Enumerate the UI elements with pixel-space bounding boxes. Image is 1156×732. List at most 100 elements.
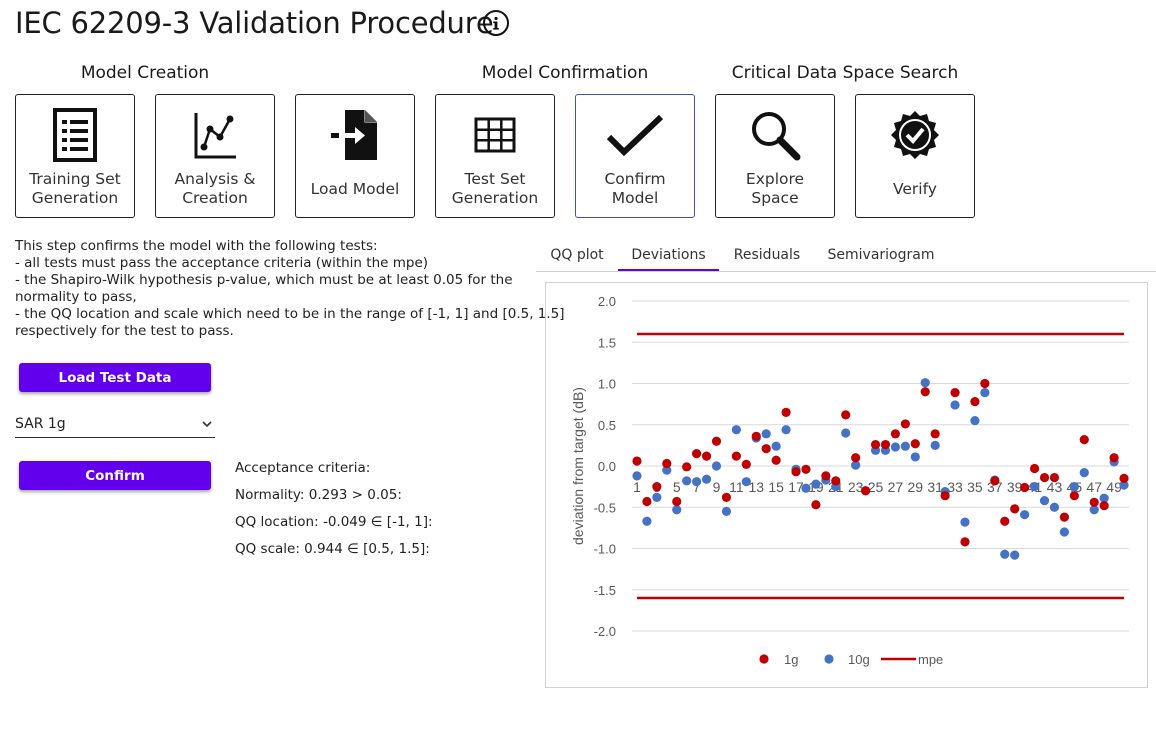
point-1g: [821, 471, 831, 481]
point-10g: [662, 465, 672, 475]
point-1g: [771, 455, 781, 465]
section-critical-search: Critical Data Space Search: [731, 63, 959, 83]
point-10g: [741, 477, 751, 487]
point-10g: [890, 442, 901, 452]
point-1g: [990, 476, 1000, 486]
point-10g: [1039, 496, 1050, 506]
point-10g: [980, 387, 990, 398]
point-1g: [1109, 453, 1119, 463]
tile-label: Explore: [745, 170, 805, 188]
point-10g: [900, 441, 910, 451]
tile-label: Training Set: [29, 170, 121, 188]
y-tick-label: 0.0: [598, 459, 616, 474]
sar-select[interactable]: SAR 1g: [15, 414, 215, 438]
y-tick-label: -1.5: [594, 583, 616, 598]
point-1g: [801, 464, 811, 474]
point-1g: [751, 431, 761, 441]
point-1g: [632, 456, 642, 466]
point-1g: [1069, 491, 1079, 501]
point-10g: [711, 461, 722, 471]
point-10g: [771, 441, 781, 451]
x-tick-label: 31: [927, 479, 943, 495]
chart-tabs: QQ plot Deviations Residuals Semivariogr…: [536, 238, 1156, 272]
point-1g: [1059, 512, 1069, 522]
section-model-creation: Model Creation: [80, 63, 210, 83]
point-1g: [682, 462, 692, 472]
point-1g: [1079, 435, 1089, 445]
confirm-button[interactable]: Confirm: [19, 461, 211, 490]
point-10g: [1020, 510, 1030, 520]
chevron-down-icon: [202, 421, 212, 428]
point-1g: [642, 496, 652, 507]
point-10g: [920, 378, 930, 388]
point-1g: [1039, 472, 1050, 483]
point-10g: [841, 428, 851, 438]
point-10g: [672, 505, 682, 515]
y-tick-label: -0.5: [594, 500, 616, 515]
point-1g: [721, 492, 732, 502]
x-tick-label: 7: [693, 479, 701, 495]
point-10g: [781, 425, 791, 435]
point-1g: [652, 482, 662, 492]
point-10g: [1029, 482, 1040, 492]
point-1g: [980, 378, 990, 389]
description-line: - the QQ location and scale which need t…: [15, 306, 565, 322]
legend-marker-10g: [824, 654, 834, 664]
point-1g: [960, 537, 970, 547]
point-1g: [791, 467, 801, 477]
point-10g: [1099, 493, 1109, 503]
tile-label: Model: [611, 189, 659, 207]
legend-label-10g: 10g: [848, 652, 870, 667]
load-model-button[interactable]: Load Model: [295, 94, 415, 218]
x-tick-label: 29: [908, 479, 924, 495]
confirm-model-button[interactable]: Confirm Model: [575, 94, 695, 218]
point-1g: [781, 407, 791, 417]
description-line: - all tests must pass the acceptance cri…: [15, 255, 429, 271]
verify-button[interactable]: Verify: [855, 94, 975, 218]
point-1g: [841, 410, 851, 420]
x-tick-label: 33: [947, 479, 963, 495]
point-1g: [701, 451, 712, 461]
tab-qq-plot[interactable]: QQ plot: [550, 247, 604, 263]
tab-semivariogram[interactable]: Semivariogram: [827, 247, 935, 263]
point-10g: [692, 477, 702, 487]
point-10g: [642, 516, 652, 526]
point-10g: [851, 460, 861, 470]
point-1g: [1119, 473, 1129, 483]
section-model-confirmation: Model Confirmation: [481, 63, 649, 83]
tile-label: Load Model: [310, 180, 400, 198]
point-1g: [940, 491, 950, 501]
explore-space-button[interactable]: Explore Space: [715, 94, 835, 218]
grid-icon: [474, 117, 516, 153]
test-set-generation-button[interactable]: Test Set Generation: [435, 94, 555, 218]
analysis-creation-button[interactable]: Analysis & Creation: [155, 94, 275, 218]
file-import-icon: [331, 110, 377, 160]
point-10g: [1079, 468, 1089, 478]
legend-marker-1g: [759, 654, 769, 664]
point-10g: [731, 425, 741, 435]
point-1g: [1089, 497, 1099, 507]
tile-label: Creation: [182, 189, 248, 207]
point-1g: [662, 458, 672, 469]
point-10g: [1000, 549, 1010, 559]
point-1g: [761, 444, 771, 454]
point-1g: [851, 453, 861, 463]
point-1g: [880, 439, 891, 450]
info-icon[interactable]: [483, 10, 509, 36]
x-tick-label: 17: [788, 479, 804, 495]
x-tick-label: 9: [713, 479, 721, 495]
point-10g: [950, 400, 960, 410]
point-10g: [1119, 480, 1129, 490]
legend-label-mpe: mpe: [918, 652, 943, 667]
point-1g: [741, 459, 751, 469]
load-test-data-button[interactable]: Load Test Data: [19, 363, 211, 392]
point-10g: [801, 483, 811, 493]
training-set-generation-button[interactable]: Training Set Generation: [15, 94, 135, 218]
tab-residuals[interactable]: Residuals: [733, 247, 801, 263]
tile-label: Generation: [31, 189, 119, 207]
point-1g: [1049, 472, 1060, 483]
y-tick-label: -2.0: [594, 624, 616, 639]
criteria-qq-location: QQ location: -0.049 ∈ [-1, 1]:: [235, 514, 433, 530]
tab-deviations[interactable]: Deviations: [618, 238, 719, 271]
select-value: SAR 1g: [15, 416, 66, 432]
